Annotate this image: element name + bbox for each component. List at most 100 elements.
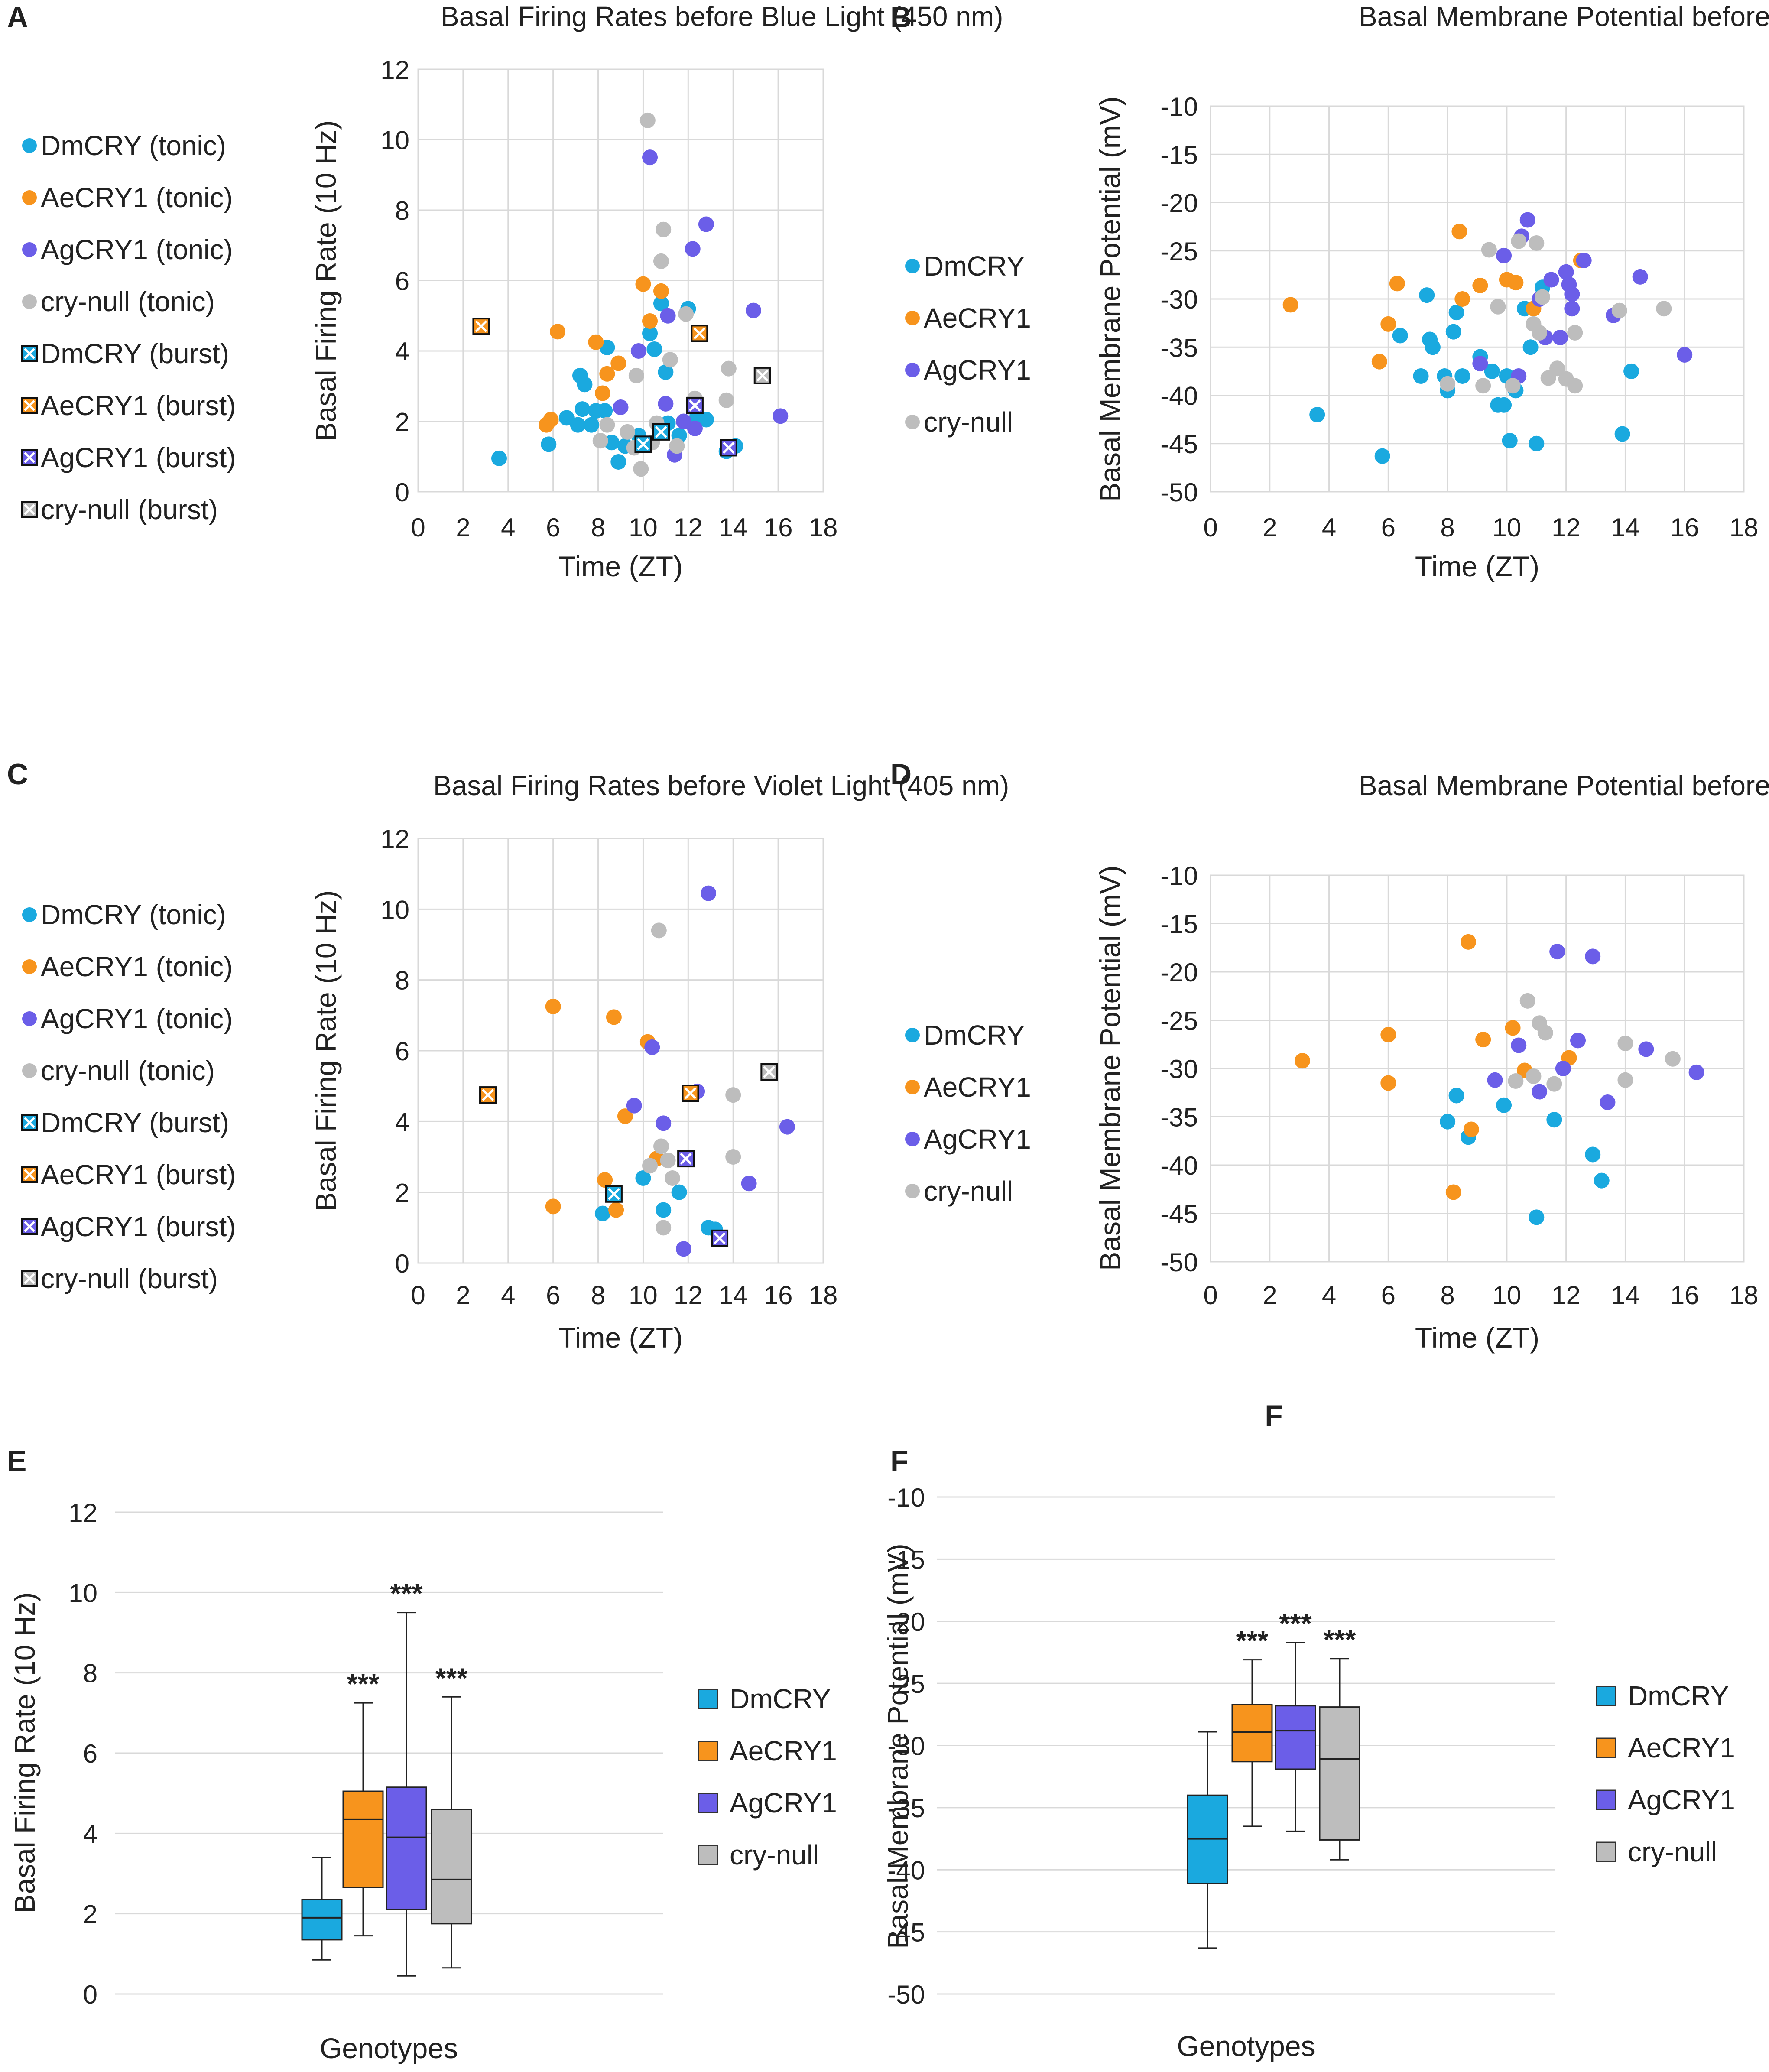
A-point xyxy=(491,450,507,466)
C-ytick-label: 0 xyxy=(395,1249,409,1278)
B-chart-title: Basal Membrane Potential before Blue Lig… xyxy=(1359,1,1769,32)
D-legend-label: DmCRY xyxy=(924,1020,1025,1051)
C-ytick-label: 6 xyxy=(395,1037,409,1066)
B-xtick-label: 4 xyxy=(1322,513,1336,542)
B-ytick-label: -45 xyxy=(1160,430,1198,459)
B-point xyxy=(1380,316,1396,332)
A-point xyxy=(642,313,658,329)
B-point xyxy=(1389,276,1405,292)
D-xtick-label: 10 xyxy=(1493,1281,1522,1310)
C-legend-label: cry-null (burst) xyxy=(41,1263,218,1294)
D-ytick-label: -50 xyxy=(1160,1248,1198,1277)
E-ytick-label: 6 xyxy=(83,1739,97,1768)
C-ytick-label: 8 xyxy=(395,966,409,995)
B-point xyxy=(1567,325,1583,341)
C-point xyxy=(594,1205,610,1221)
F-legend-swatch xyxy=(1596,1737,1616,1758)
B-point xyxy=(1419,287,1435,303)
C-legend-marker xyxy=(22,1063,37,1078)
A-point xyxy=(718,392,734,408)
C-point xyxy=(671,1184,687,1200)
D-xtick-label: 18 xyxy=(1730,1281,1759,1310)
B-point xyxy=(1309,407,1325,422)
C-point xyxy=(664,1170,680,1186)
B-point xyxy=(1519,212,1535,228)
A-y-axis-title: Basal Firing Rate (10 Hz) xyxy=(310,120,342,442)
D-point xyxy=(1508,1073,1524,1089)
B-point xyxy=(1472,356,1488,372)
C-xtick-label: 6 xyxy=(546,1281,560,1310)
D-point xyxy=(1295,1053,1311,1069)
D-point xyxy=(1475,1032,1491,1048)
A-legend-marker xyxy=(21,345,38,362)
C-point xyxy=(725,1087,741,1103)
C-legend-marker-cross-b xyxy=(24,1169,35,1180)
A-point xyxy=(678,306,694,322)
A-point xyxy=(685,241,701,257)
F-box-AgCRY1 xyxy=(1275,1705,1316,1770)
B-point xyxy=(1451,224,1467,240)
D-point xyxy=(1380,1026,1396,1042)
A-point xyxy=(658,364,674,380)
A-point xyxy=(642,325,658,341)
C-legend-label: DmCRY (tonic) xyxy=(41,899,226,930)
B-point xyxy=(1564,286,1580,302)
A-point xyxy=(575,401,591,417)
A-point-cross-b xyxy=(756,370,769,382)
A-xtick-label: 10 xyxy=(629,513,658,542)
C-legend-label: DmCRY (burst) xyxy=(41,1107,229,1138)
A-legend-marker-cross-b xyxy=(24,348,35,359)
A-legend-label: AgCRY1 (tonic) xyxy=(41,234,233,265)
C-point-cross-b xyxy=(608,1188,620,1200)
D-ytick-label: -25 xyxy=(1160,1007,1198,1036)
B-xtick-label: 10 xyxy=(1493,513,1522,542)
D-ytick-label: -40 xyxy=(1160,1151,1198,1180)
A-xtick-label: 14 xyxy=(719,513,748,542)
B-legend-label: DmCRY xyxy=(924,250,1025,282)
A-point xyxy=(639,112,656,128)
B-xtick-label: 14 xyxy=(1611,513,1640,542)
D-point xyxy=(1511,1037,1527,1053)
D-xtick-label: 0 xyxy=(1203,1281,1217,1310)
D-point xyxy=(1594,1172,1610,1189)
A-point xyxy=(642,149,658,166)
A-point xyxy=(558,410,575,426)
C-xtick-label: 2 xyxy=(456,1281,470,1310)
F-box-AeCRY1 xyxy=(1231,1704,1273,1763)
B-xtick-label: 2 xyxy=(1263,513,1277,542)
C-point xyxy=(642,1158,658,1174)
D-xtick-label: 12 xyxy=(1552,1281,1581,1310)
B-point xyxy=(1543,272,1559,288)
C-panel-label: C xyxy=(7,758,28,791)
A-point xyxy=(698,412,714,428)
F-ytick-label: -45 xyxy=(887,1918,925,1947)
B-ytick-label: -30 xyxy=(1160,285,1198,314)
A-legend-label: DmCRY (burst) xyxy=(41,338,229,369)
E-significance-label: *** xyxy=(435,1662,468,1693)
A-point xyxy=(669,438,685,454)
A-xtick-label: 8 xyxy=(591,513,605,542)
F-box-cry-null xyxy=(1319,1706,1360,1841)
C-xtick-label: 14 xyxy=(719,1281,748,1310)
D-xtick-label: 4 xyxy=(1322,1281,1336,1310)
D-chart-title: Basal Membrane Potential before Violet L… xyxy=(1359,770,1769,801)
B-legend-marker xyxy=(905,311,920,325)
B-point xyxy=(1558,264,1574,280)
C-point-cross-b xyxy=(763,1066,776,1078)
C-legend-marker xyxy=(22,1011,37,1026)
A-x-axis-title: Time (ZT) xyxy=(558,550,683,582)
C-y-axis-title: Basal Firing Rate (10 Hz) xyxy=(310,890,342,1211)
B-legend-label: AeCRY1 xyxy=(924,302,1031,334)
A-point xyxy=(594,385,610,401)
B-point xyxy=(1472,277,1488,293)
B-point xyxy=(1282,297,1298,313)
F-significance-label: *** xyxy=(1236,1625,1269,1656)
C-point xyxy=(635,1170,651,1186)
A-point xyxy=(628,367,644,383)
C-xtick-label: 10 xyxy=(629,1281,658,1310)
C-point xyxy=(606,1009,622,1025)
A-legend-label: cry-null (burst) xyxy=(41,494,218,525)
B-point xyxy=(1508,275,1524,291)
C-legend-label: AgCRY1 (burst) xyxy=(41,1211,236,1242)
A-ytick-label: 8 xyxy=(395,196,409,225)
